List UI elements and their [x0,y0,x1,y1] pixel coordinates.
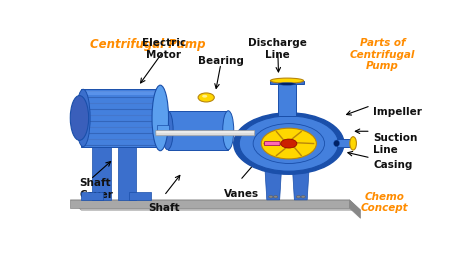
Polygon shape [82,192,103,200]
Ellipse shape [162,111,173,150]
Circle shape [296,196,301,198]
Polygon shape [168,111,228,150]
Text: Casing: Casing [374,160,413,170]
Ellipse shape [223,111,234,150]
Polygon shape [337,139,353,147]
Polygon shape [349,200,360,218]
Circle shape [261,128,316,159]
Text: Discharge
Line: Discharge Line [248,38,307,60]
Polygon shape [278,84,296,116]
Circle shape [198,93,214,102]
Text: Electric
Motor: Electric Motor [142,38,186,60]
Circle shape [281,139,297,148]
Polygon shape [92,147,110,200]
Polygon shape [118,147,137,200]
Ellipse shape [262,124,319,163]
Ellipse shape [70,95,89,140]
Text: Shaft: Shaft [148,203,180,213]
Text: Chemo
Concept: Chemo Concept [361,192,408,213]
Ellipse shape [271,78,303,83]
Circle shape [253,124,325,163]
Text: Impeller: Impeller [374,107,422,117]
Text: Bearing: Bearing [198,56,244,66]
Circle shape [269,196,273,198]
Polygon shape [265,169,282,200]
Polygon shape [271,81,303,84]
Polygon shape [156,125,169,135]
Circle shape [202,95,207,98]
Polygon shape [82,89,160,147]
Circle shape [239,116,338,171]
FancyBboxPatch shape [156,131,255,133]
Text: Vanes: Vanes [224,189,259,199]
Polygon shape [292,169,309,200]
Circle shape [301,196,305,198]
Text: Suction
Line: Suction Line [374,133,418,155]
Ellipse shape [278,83,296,85]
FancyBboxPatch shape [156,130,255,136]
Polygon shape [129,192,151,200]
Polygon shape [70,200,360,210]
Ellipse shape [334,140,339,147]
Ellipse shape [350,137,356,150]
Ellipse shape [76,89,90,147]
Circle shape [273,196,278,198]
Polygon shape [85,91,156,95]
Text: Shaft
Cover: Shaft Cover [80,178,113,200]
Polygon shape [70,200,349,208]
Text: Parts of
Centrifugal
Pump: Parts of Centrifugal Pump [350,38,415,71]
FancyBboxPatch shape [264,142,280,146]
Text: Centrifugal Pump: Centrifugal Pump [91,38,206,51]
Circle shape [234,113,344,174]
Ellipse shape [152,85,169,151]
